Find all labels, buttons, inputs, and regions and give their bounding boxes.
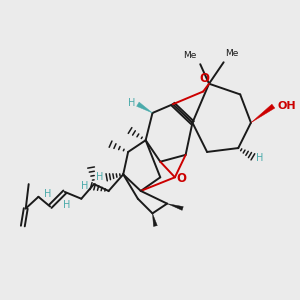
Text: H: H bbox=[256, 153, 263, 163]
Text: Me: Me bbox=[226, 50, 239, 58]
Text: OH: OH bbox=[277, 101, 296, 111]
Text: H: H bbox=[128, 98, 135, 108]
Text: H: H bbox=[63, 200, 70, 210]
Polygon shape bbox=[136, 102, 152, 113]
Text: Me: Me bbox=[183, 51, 196, 60]
Text: H: H bbox=[81, 181, 88, 191]
Text: H: H bbox=[96, 172, 104, 182]
Polygon shape bbox=[152, 213, 157, 226]
Polygon shape bbox=[251, 104, 275, 123]
Text: O: O bbox=[177, 172, 187, 185]
Text: O: O bbox=[199, 72, 209, 85]
Text: H: H bbox=[44, 189, 52, 199]
Polygon shape bbox=[167, 204, 183, 210]
